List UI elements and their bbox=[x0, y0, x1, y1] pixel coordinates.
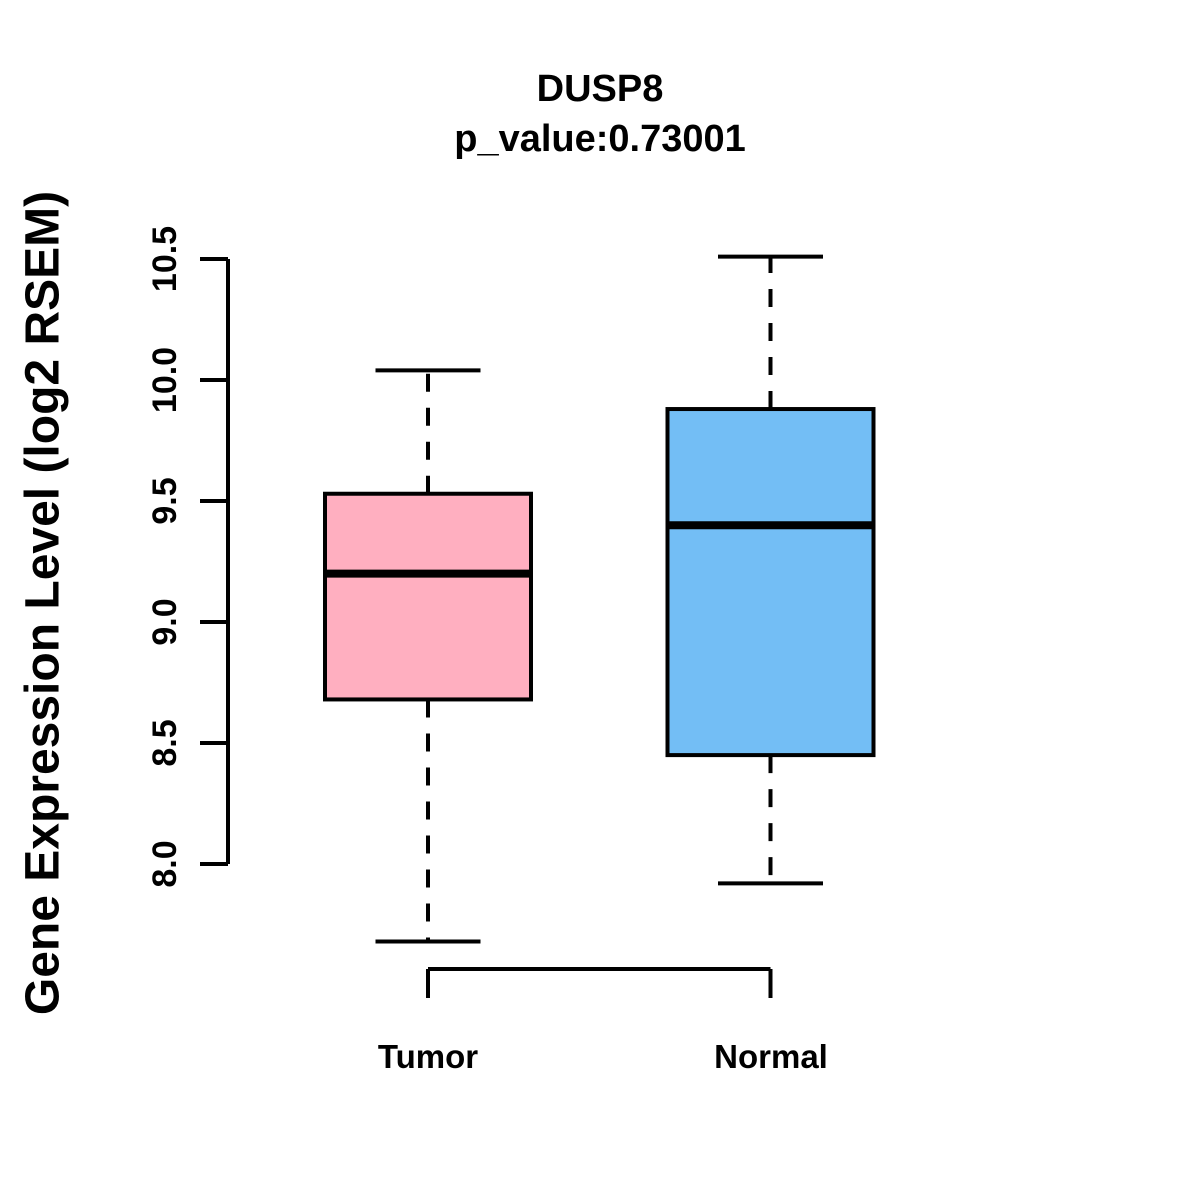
y-axis-tick-label: 9.0 bbox=[146, 598, 184, 645]
box-tumor bbox=[323, 491, 533, 702]
chart-subtitle-pvalue: p_value:0.73001 bbox=[454, 118, 746, 160]
y-axis-tick-label: 9.5 bbox=[146, 477, 184, 524]
y-axis-tick-label: 10.0 bbox=[146, 347, 184, 413]
y-axis-tick-label: 8.0 bbox=[146, 840, 184, 887]
chart-title: DUSP8 bbox=[536, 68, 664, 110]
y-axis-tick-label: 8.5 bbox=[146, 719, 184, 766]
category-label-normal: Normal bbox=[714, 1038, 828, 1075]
y-axis-title: Gene Expression Level (log2 RSEM) bbox=[16, 190, 70, 1016]
y-axis-tick-label: 10.5 bbox=[146, 226, 184, 292]
category-label-tumor: Tumor bbox=[377, 1038, 479, 1075]
box-normal bbox=[665, 407, 876, 758]
